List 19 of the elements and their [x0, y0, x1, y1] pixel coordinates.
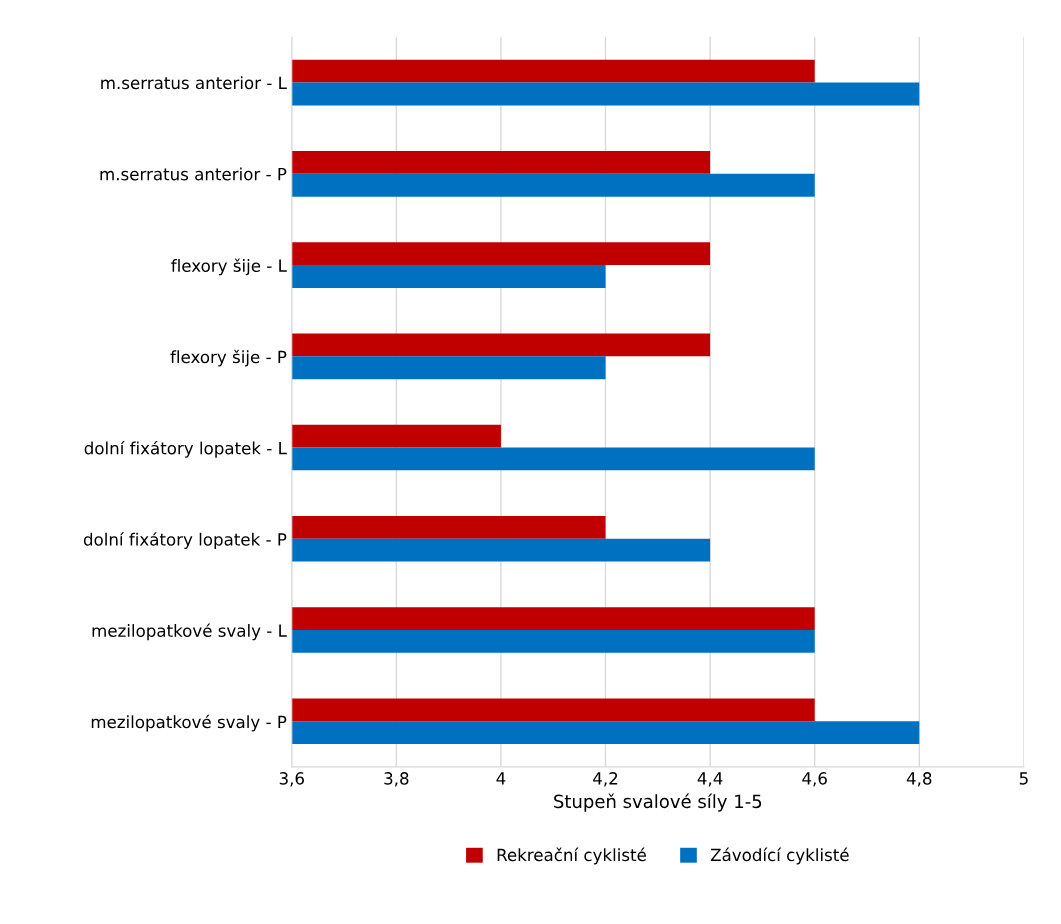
y-tick-label: dolní fixátory lopatek - P — [83, 532, 287, 549]
legend-label: Rekreační cyklisté — [497, 847, 646, 865]
x-tick-label: 4,2 — [593, 772, 618, 787]
y-tick-label: m.serratus anterior - L — [101, 76, 287, 90]
y-tick-label: mezilopatkové svaly - P — [91, 714, 287, 732]
x-tick-label: 5 — [1019, 772, 1028, 785]
x-tick-label: 4,8 — [906, 772, 932, 787]
x-tick-label: 3,6 — [279, 772, 304, 787]
y-tick-label: flexory šije - P — [170, 349, 287, 367]
x-tick-label: 4 — [496, 772, 506, 785]
y-tick-label: mezilopatkové svaly - L — [92, 623, 287, 641]
x-axis-title: Stupeň svalové síly 1-5 — [554, 793, 762, 812]
x-tick-label: 4,4 — [697, 772, 723, 787]
y-tick-label: m.serratus anterior - P — [100, 167, 287, 181]
legend-label: Závodící cyklisté — [710, 847, 849, 865]
y-tick-label: flexory šije - L — [171, 258, 287, 276]
x-tick-label: 3,8 — [384, 772, 409, 787]
x-tick-label: 4,6 — [802, 772, 827, 787]
y-tick-label: dolní fixátory lopatek - L — [84, 440, 287, 458]
